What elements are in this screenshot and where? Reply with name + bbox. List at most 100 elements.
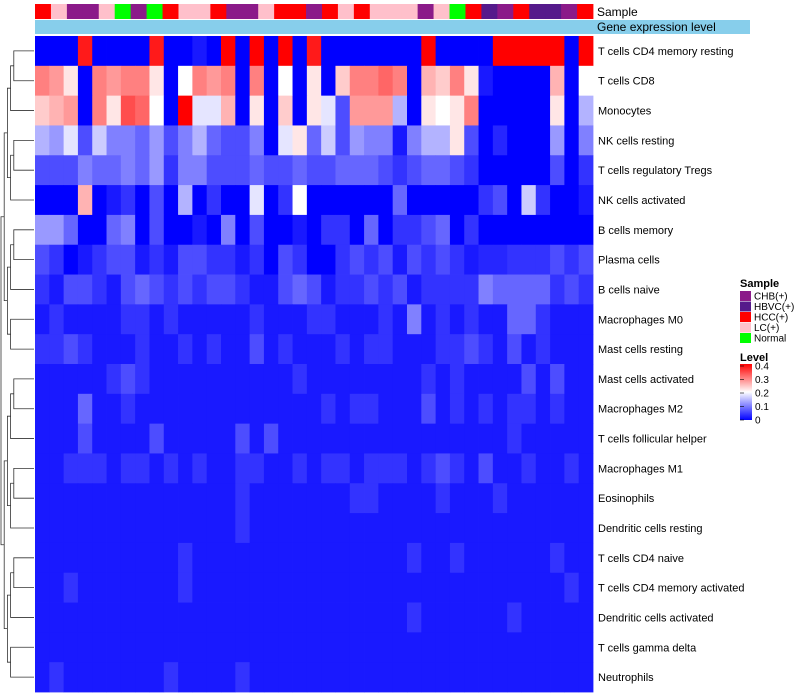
heatmap-cell bbox=[392, 423, 408, 454]
heatmap-cell bbox=[349, 185, 365, 216]
heatmap-cell bbox=[35, 662, 50, 693]
heatmap-cell bbox=[521, 125, 537, 156]
heatmap-cell bbox=[349, 423, 365, 454]
heatmap-cell bbox=[106, 662, 122, 693]
heatmap-cell bbox=[221, 393, 236, 425]
heatmap-cell bbox=[321, 95, 336, 126]
heatmap-cell bbox=[478, 185, 494, 216]
heatmap-cell bbox=[449, 155, 465, 186]
heatmap-cell bbox=[578, 632, 594, 663]
heatmap-cell bbox=[206, 185, 222, 216]
heatmap-cell bbox=[492, 214, 508, 246]
level-legend-tick-label: 0.4 bbox=[755, 362, 769, 373]
heatmap-cell bbox=[163, 334, 179, 365]
dendrogram-branch bbox=[13, 557, 34, 589]
heatmap-cell bbox=[392, 632, 408, 663]
heatmap-cell bbox=[521, 572, 537, 603]
heatmap-cell bbox=[449, 244, 465, 275]
heatmap-cell bbox=[492, 632, 508, 663]
heatmap-cell bbox=[507, 662, 522, 693]
heatmap-cell bbox=[449, 423, 465, 454]
heatmap-cell bbox=[349, 393, 365, 425]
heatmap-cell bbox=[178, 274, 193, 305]
heatmap-cell bbox=[492, 453, 508, 484]
heatmap-cell bbox=[278, 602, 293, 633]
heatmap-cell bbox=[478, 393, 494, 425]
heatmap-cell bbox=[235, 155, 251, 186]
heatmap-cell bbox=[464, 393, 479, 425]
heatmap-cell bbox=[550, 423, 565, 454]
sample-annotation-cell bbox=[306, 4, 323, 19]
heatmap-cell bbox=[235, 244, 251, 275]
heatmap-cell bbox=[135, 632, 150, 663]
heatmap-cell bbox=[163, 513, 179, 544]
sample-annotation-cell bbox=[114, 4, 132, 19]
heatmap-cell bbox=[349, 36, 365, 67]
heatmap-cell bbox=[521, 602, 537, 633]
heatmap-cell bbox=[278, 185, 293, 216]
heatmap-cell bbox=[407, 364, 422, 395]
heatmap-cell bbox=[421, 95, 437, 126]
heatmap-cell bbox=[192, 214, 208, 246]
heatmap-cell bbox=[63, 662, 79, 693]
heatmap-cell bbox=[335, 155, 351, 186]
heatmap-cell bbox=[49, 185, 65, 216]
heatmap-cell bbox=[349, 483, 365, 514]
heatmap-cell bbox=[263, 542, 279, 574]
heatmap-cell bbox=[564, 274, 580, 305]
heatmap-cell bbox=[35, 483, 50, 514]
heatmap-cell bbox=[120, 662, 136, 693]
heatmap-cell bbox=[578, 334, 594, 365]
heatmap-cell bbox=[77, 393, 93, 425]
heatmap-cell bbox=[292, 334, 308, 365]
sample-legend-swatch bbox=[740, 333, 751, 343]
heatmap-cell bbox=[407, 36, 422, 67]
heatmap-cell bbox=[564, 65, 580, 97]
heatmap-cell bbox=[464, 274, 479, 305]
sample-legend-label: LC(+) bbox=[754, 323, 779, 334]
heatmap-cell bbox=[249, 423, 265, 454]
heatmap-cell bbox=[421, 662, 437, 693]
heatmap-cell bbox=[135, 393, 150, 425]
heatmap-cell bbox=[221, 155, 236, 186]
heatmap-cell bbox=[507, 542, 522, 574]
heatmap-cell bbox=[106, 214, 122, 246]
heatmap-cell bbox=[163, 542, 179, 574]
heatmap-cell bbox=[149, 662, 165, 693]
heatmap-cell bbox=[292, 423, 308, 454]
heatmap-cell bbox=[235, 393, 251, 425]
heatmap-cell bbox=[135, 95, 150, 126]
heatmap-cell bbox=[221, 662, 236, 693]
heatmap-cell bbox=[564, 36, 580, 67]
heatmap-cell bbox=[278, 393, 293, 425]
heatmap-cell bbox=[235, 125, 251, 156]
heatmap-cell bbox=[249, 214, 265, 246]
heatmap-cell bbox=[335, 214, 351, 246]
heatmap-cell bbox=[364, 65, 379, 97]
heatmap-cell bbox=[263, 453, 279, 484]
heatmap-cell bbox=[63, 36, 79, 67]
heatmap-cell bbox=[163, 155, 179, 186]
heatmap-cells bbox=[35, 36, 594, 693]
heatmap-cell bbox=[364, 602, 379, 633]
heatmap-cell bbox=[163, 125, 179, 156]
heatmap-cell bbox=[421, 393, 437, 425]
heatmap-cell bbox=[263, 423, 279, 454]
heatmap-cell bbox=[364, 155, 379, 186]
heatmap-cell bbox=[321, 65, 336, 97]
heatmap-cell bbox=[163, 483, 179, 514]
heatmap-cell bbox=[578, 513, 594, 544]
heatmap-cell bbox=[364, 632, 379, 663]
heatmap-cell bbox=[449, 542, 465, 574]
heatmap-cell bbox=[492, 95, 508, 126]
heatmap-cell bbox=[106, 65, 122, 97]
heatmap-cell bbox=[77, 364, 93, 395]
heatmap-cell bbox=[378, 95, 394, 126]
heatmap-cell bbox=[263, 65, 279, 97]
heatmap-cell bbox=[335, 185, 351, 216]
row-label: T cells CD4 memory activated bbox=[598, 583, 745, 595]
heatmap-cell bbox=[521, 662, 537, 693]
heatmap-cell bbox=[306, 155, 322, 186]
heatmap-cell bbox=[206, 95, 222, 126]
heatmap-cell bbox=[449, 65, 465, 97]
